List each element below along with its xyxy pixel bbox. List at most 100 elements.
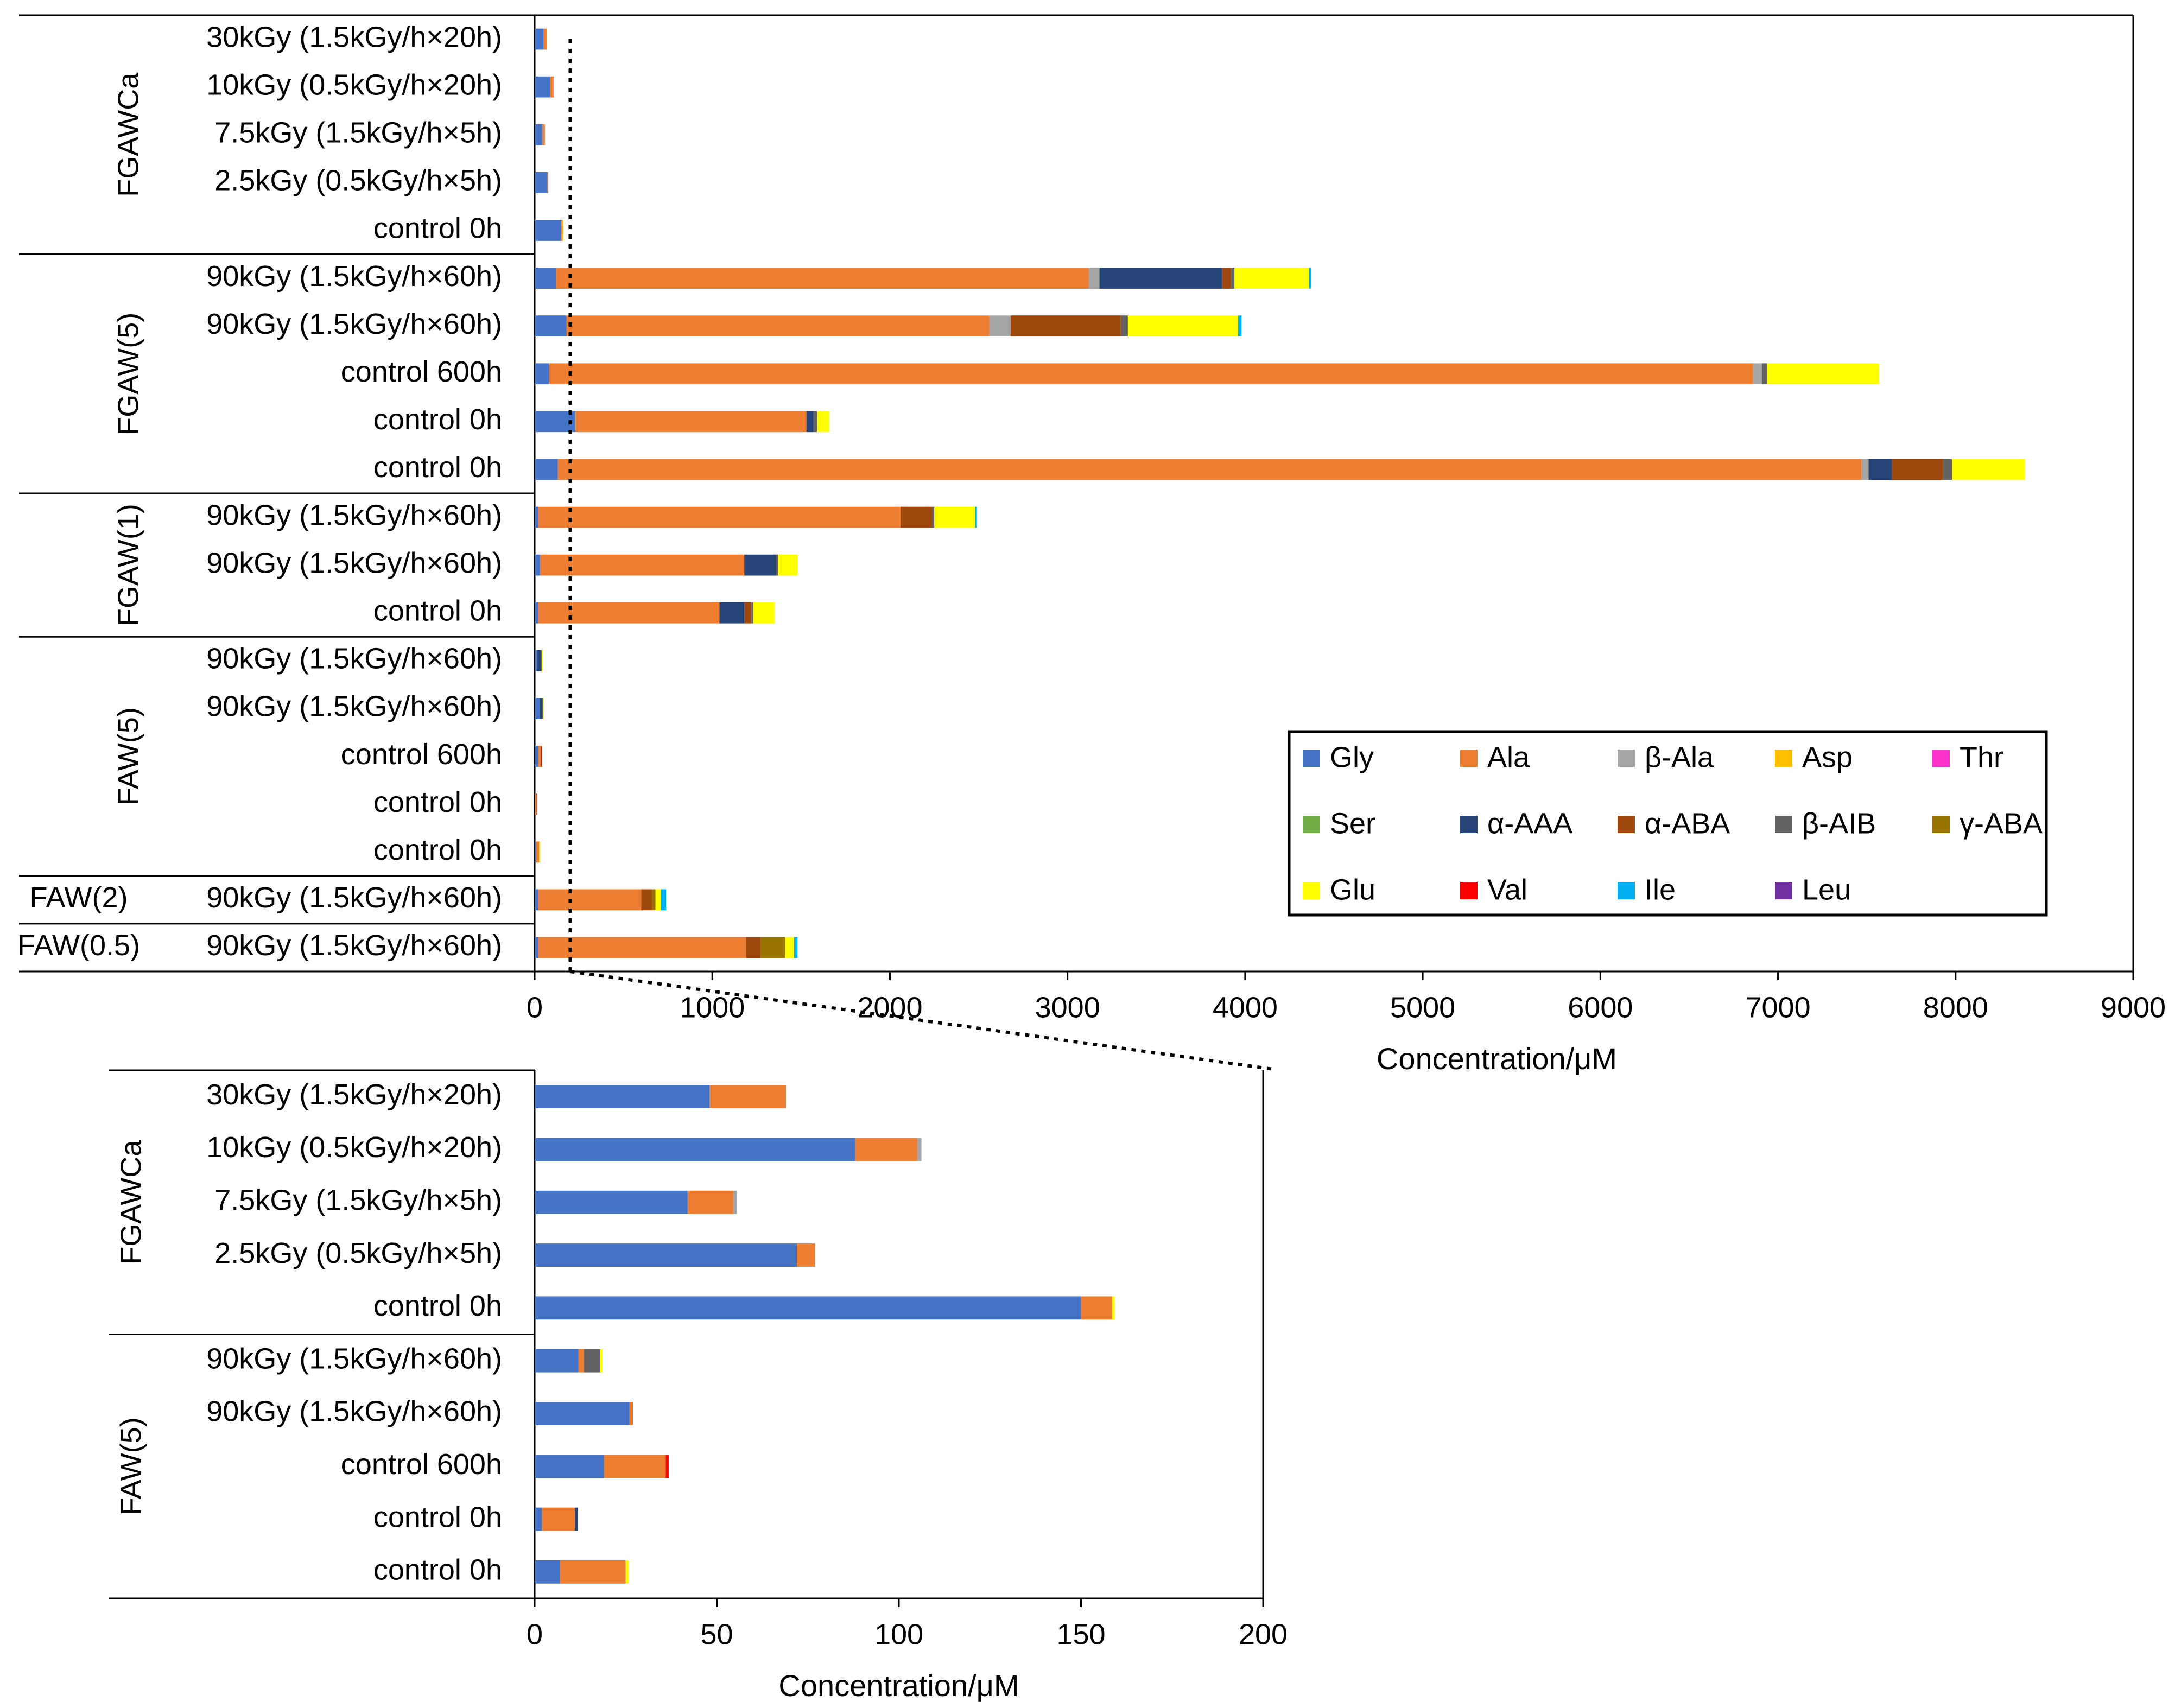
x-tick-label: 200: [1239, 1618, 1288, 1650]
bar-segment-gly: [535, 172, 548, 193]
bar-segment-aba: [1222, 268, 1231, 289]
bar-segment-glu: [1952, 459, 2025, 480]
legend-label: Gly: [1330, 741, 1374, 773]
row-label: control 0h: [373, 1501, 502, 1533]
zoom-indicator: [568, 39, 1273, 1071]
row-label: 90kGy (1.5kGy/h×60h): [206, 308, 502, 340]
bar-segment-aaa: [719, 602, 745, 624]
group-label: FGAW(5): [112, 313, 144, 435]
x-axis-title: Concentration/μM: [1377, 1042, 1617, 1076]
bar-segment-gly: [535, 1455, 604, 1478]
bar-segment-ala: [542, 124, 544, 145]
bar-segment-ala: [540, 554, 745, 576]
bar-segment-glu: [1234, 268, 1309, 289]
row-label: 90kGy (1.5kGy/h×60h): [206, 1342, 502, 1375]
x-tick-label: 8000: [1923, 991, 1988, 1024]
legend-label: Ser: [1330, 807, 1375, 840]
legend-swatch: [1303, 882, 1320, 899]
bar-segment-glu: [934, 506, 975, 528]
bar-segment-ala: [538, 937, 746, 958]
row-label: control 600h: [341, 738, 502, 771]
zoom-connector-line: [570, 970, 1273, 1071]
row-label: control 600h: [341, 1448, 502, 1481]
bar-segment-gly: [535, 1560, 560, 1584]
bar-segment-ala: [1088, 268, 1100, 289]
bar-segment-glu: [753, 602, 775, 624]
row-label: 30kGy (1.5kGy/h×20h): [206, 21, 502, 53]
legend-label: α-ABA: [1645, 807, 1730, 840]
bar-segment-aib: [1231, 268, 1235, 289]
x-tick-label: 3000: [1035, 991, 1100, 1024]
bar-segment-ala: [604, 1455, 666, 1478]
bar-segment-aib: [776, 554, 778, 576]
bar-segment-ala: [553, 76, 554, 98]
bar-segment-aib: [813, 411, 817, 433]
legend-swatch: [1932, 750, 1950, 767]
bar-segment-ala: [566, 315, 990, 337]
inset-chart: 0 50 100 150 200 Concentration/μM FGAWCa 30kGy …: [109, 1069, 1288, 1703]
bar-segment-aba: [651, 889, 656, 911]
row-label: 90kGy (1.5kGy/h×60h): [206, 499, 502, 531]
row-label: control 0h: [373, 451, 502, 484]
bar-segment-gly: [535, 363, 549, 385]
bar-segment-glu: [543, 698, 544, 719]
row-label: control 0h: [373, 403, 502, 436]
bar-segment-aba: [760, 937, 785, 958]
bar-segment-gly: [535, 650, 537, 671]
row-label: 90kGy (1.5kGy/h×60h): [206, 929, 502, 962]
row-label: 10kGy (0.5kGy/h×20h): [206, 1131, 502, 1164]
bar-segment-ala: [549, 363, 1753, 385]
row-label: control 600h: [341, 355, 502, 388]
bar-segment-aib: [542, 698, 543, 719]
bar-segment-gly: [535, 889, 538, 911]
bar-segment-aaa: [536, 793, 538, 815]
row-label: control 0h: [373, 1554, 502, 1586]
legend-label: Asp: [1802, 741, 1853, 773]
bar-segment-gly: [535, 124, 542, 145]
bar-segment-gly: [535, 554, 540, 576]
bar-segment-ala: [561, 220, 563, 241]
bar-segment-aba: [746, 937, 760, 958]
bar-segment-glu: [539, 841, 540, 863]
row-label: 2.5kGy (0.5kGy/h×5h): [214, 1237, 502, 1269]
bar-segment-aaa: [744, 554, 777, 576]
legend-swatch: [1618, 816, 1635, 833]
bar-segment-aaa: [1099, 268, 1222, 289]
legend-swatch: [1303, 816, 1320, 833]
x-tick-label: 4000: [1213, 991, 1278, 1024]
legend-label: Glu: [1330, 873, 1375, 906]
bar-segment-ile: [1309, 268, 1311, 289]
bar-segment-gly: [535, 1507, 542, 1531]
legend-label: Val: [1487, 873, 1527, 906]
bar-segment-ala: [538, 746, 541, 767]
row-label: 90kGy (1.5kGy/h×60h): [206, 643, 502, 675]
bar-segment-ile: [1238, 315, 1242, 337]
row-label: 90kGy (1.5kGy/h×60h): [206, 690, 502, 723]
row-label: 2.5kGy (0.5kGy/h×5h): [214, 164, 502, 197]
legend-swatch: [1618, 882, 1635, 899]
bar-segment-ala: [797, 1243, 815, 1267]
legend-label: β-AIB: [1802, 807, 1876, 840]
x-tick-label: 150: [1056, 1618, 1105, 1650]
bar-segment-ala: [989, 315, 1011, 337]
bar-segment-aaa: [1868, 459, 1892, 480]
bar-segment-gly: [535, 1402, 630, 1425]
bar-segment-gly: [535, 506, 538, 528]
x-tick-label: 100: [874, 1618, 923, 1650]
row-label: control 0h: [373, 595, 502, 627]
legend-swatch: [1932, 816, 1950, 833]
x-tick-label: 6000: [1568, 991, 1633, 1024]
row-label: control 0h: [373, 834, 502, 866]
chart-legend: Gly Ala β-Ala Asp Thr Ser α-AAA α-ABA β-AIB γ-ABA…: [1288, 730, 2048, 917]
bar-segment-ala: [1753, 363, 1762, 385]
row-label: control 0h: [373, 1290, 502, 1322]
legend-swatch: [1775, 816, 1792, 833]
group-label: FAW(5): [115, 1417, 147, 1515]
bar-segment-glu: [655, 889, 661, 911]
bar-segment-val: [665, 1455, 669, 1478]
x-axis-title: Concentration/μM: [778, 1668, 1019, 1703]
bar-segment-ala: [687, 1190, 733, 1214]
legend-label: γ-ABA: [1960, 807, 2043, 840]
bar-segment-aba: [641, 889, 652, 911]
bar-segment-gly: [535, 841, 536, 863]
